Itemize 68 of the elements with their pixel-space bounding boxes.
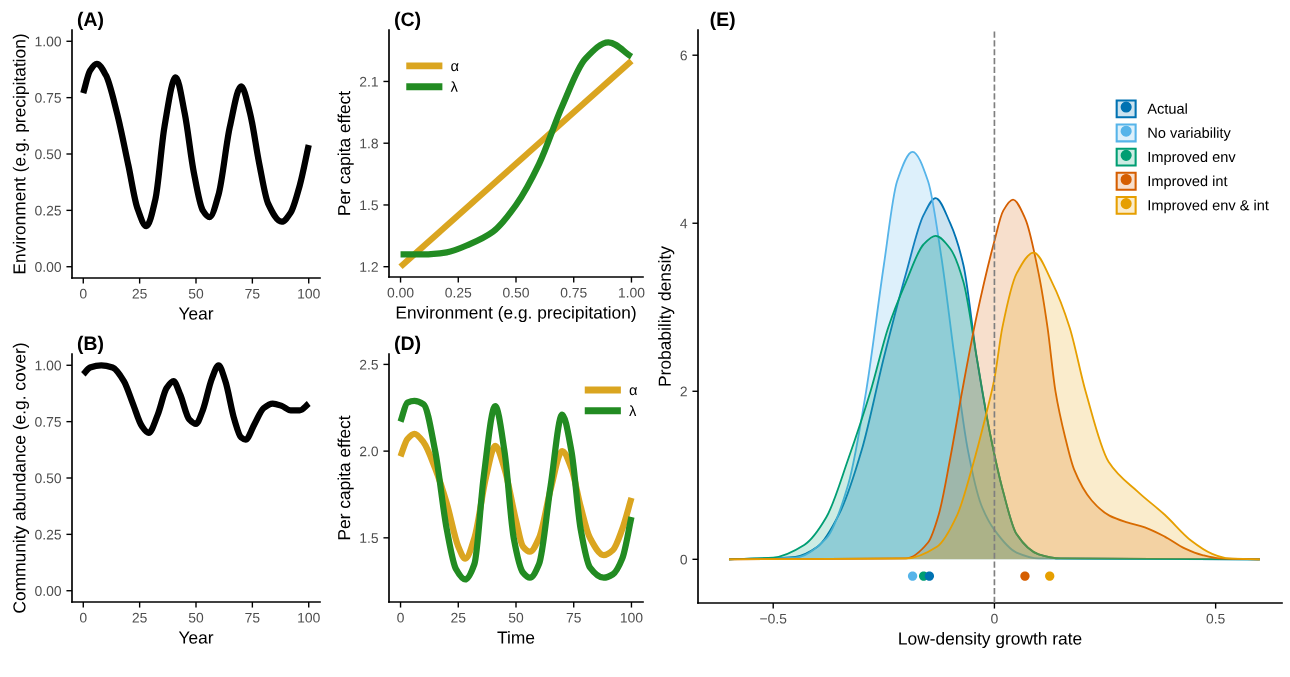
y-tick-label: 4 [680,218,688,229]
x-tick-label: 0.00 [387,287,414,298]
y-tick-label: 0.25 [35,205,61,216]
y-tick-label: 1.2 [360,262,378,272]
x-tick-label: 0 [991,613,998,624]
legend-label: Improved env & int [1148,199,1269,214]
y-axis-title: Community abundance (e.g. cover) [12,343,29,613]
chart-title: (D) [395,335,421,354]
x-axis-title: Low-density growth rate [899,631,1082,649]
x-tick-label: 50 [188,288,204,299]
legend-label: Improved int [1148,175,1228,190]
x-tick-label: 0.50 [503,287,529,298]
y-tick-label: 2.0 [359,446,379,457]
y-axis-title: Per capita effect [337,91,354,215]
y-axis-title: Probability density [658,246,675,386]
x-tick-label: 0 [79,288,87,299]
y-tick-label: 1.8 [360,138,378,149]
y-tick-label: 1.5 [360,533,378,543]
legend-label: α [629,387,638,396]
legend-label: Actual [1147,103,1187,114]
y-tick-label: 0.50 [35,149,62,160]
legend-label: λ [450,81,458,92]
x-tick-label: 75 [566,612,581,623]
x-tick-label: 50 [508,612,524,623]
y-tick-label: 1.00 [35,36,62,47]
y-tick-label: 0.25 [35,529,61,540]
legend-label: λ [629,405,637,416]
x-tick-label: 0 [79,612,87,623]
y-tick-label: 2.1 [359,76,378,87]
x-tick-label: 100 [298,612,320,623]
x-tick-label: 1.00 [619,287,645,298]
x-axis-title: Time [497,630,535,644]
legend-label: No variability [1148,127,1231,141]
y-tick-label: 0.00 [35,586,62,596]
x-axis-title: Year [178,631,214,644]
y-tick-label: 0.00 [35,262,62,272]
y-tick-label: 0.75 [35,416,61,427]
y-axis-title: Environment (e.g. precipitation) [12,34,29,274]
x-tick-label: 100 [620,612,643,623]
x-tick-label: 25 [132,288,147,299]
x-tick-label: 75 [245,612,260,623]
y-tick-label: 2.5 [359,359,378,370]
x-tick-label: 0 [397,612,404,623]
chart-title: (B) [77,335,103,354]
x-tick-label: 25 [132,612,147,623]
y-tick-label: 1.00 [35,360,62,371]
y-tick-label: 2 [680,386,687,397]
chart-title: (E) [710,11,735,30]
x-tick-label: 0.75 [560,287,587,298]
y-tick-label: 0 [680,554,688,565]
x-tick-label: −0.5 [760,613,787,624]
legend-label: Improved env [1148,151,1236,165]
y-tick-label: 0.75 [35,92,61,103]
chart-title: (A) [77,11,103,30]
y-tick-label: 1.5 [360,200,378,211]
y-tick-label: 0.50 [35,473,62,484]
x-tick-label: 100 [298,288,320,299]
x-tick-label: 0.25 [445,287,472,298]
x-tick-label: 75 [245,288,260,299]
x-axis-title: Environment (e.g. precipitation) [396,305,636,323]
legend-label: α [451,63,459,72]
x-tick-label: 25 [451,612,466,623]
x-axis-title: Year [178,307,214,320]
y-tick-label: 6 [680,50,687,61]
chart-title: (C) [395,11,421,30]
y-axis-title: Per capita effect [337,415,354,540]
x-tick-label: 0.5 [1206,613,1225,624]
x-tick-label: 50 [188,612,204,623]
